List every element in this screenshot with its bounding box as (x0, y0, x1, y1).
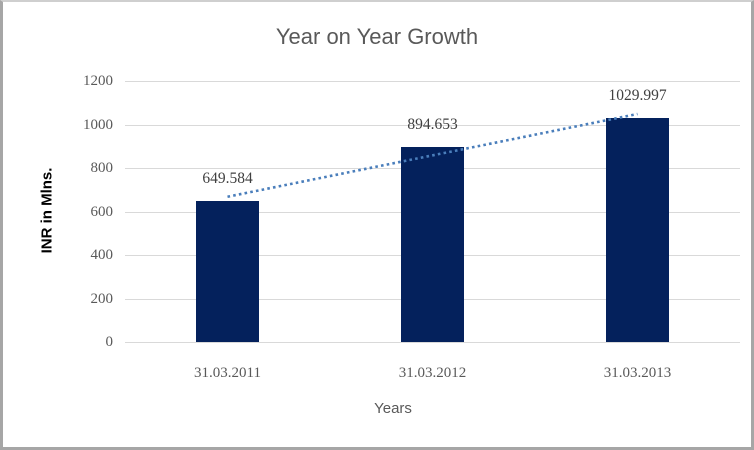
x-tick-label: 31.03.2012 (398, 365, 467, 381)
y-tick-label: 400 (90, 247, 114, 263)
y-tick-label: 600 (90, 203, 114, 220)
data-label: 649.584 (202, 169, 253, 187)
x-axis-title: Years (374, 400, 412, 417)
x-tick-label: 31.03.2011 (194, 365, 261, 381)
bar-31.03.2012 (401, 147, 464, 342)
chart-title: Year on Year Growth (275, 24, 479, 49)
x-tick-label: 31.03.2013 (603, 365, 672, 381)
y-axis-title: INR in Mlns. (38, 167, 56, 254)
y-tick-label: 200 (90, 290, 114, 307)
y-tick-label: 800 (90, 160, 114, 176)
gridline (125, 81, 740, 82)
data-label: 1029.997 (608, 86, 667, 104)
y-tick-label: 1000 (83, 116, 113, 133)
y-tick-label: 1200 (83, 73, 113, 89)
y-tick-label: 0 (105, 334, 114, 350)
data-label: 894.653 (407, 116, 458, 134)
bar-31.03.2011 (196, 200, 259, 342)
gridline (125, 342, 740, 343)
bar-31.03.2013 (606, 117, 669, 342)
